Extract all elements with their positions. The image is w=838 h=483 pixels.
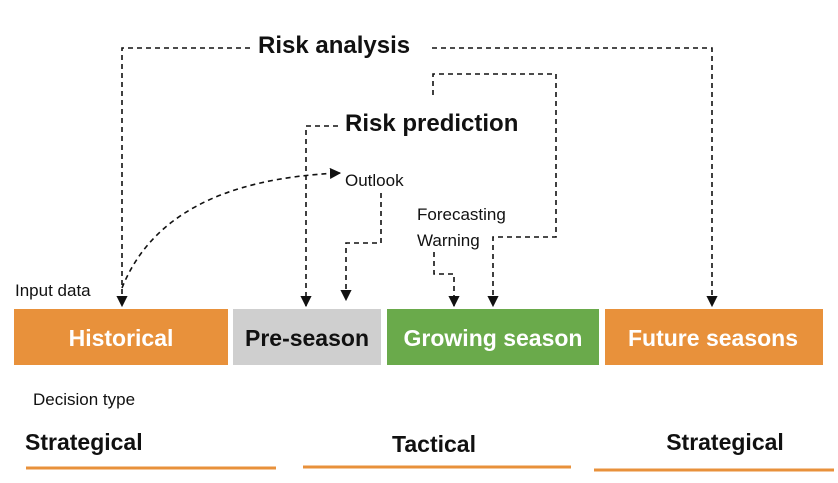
period-future-seasons: Future seasons [605,309,823,365]
period-historical: Historical [14,309,228,365]
warning-label: Warning [417,231,480,250]
period-pre-season: Pre-season [233,309,381,365]
input-data-label: Input data [15,281,91,300]
decision-label: Strategical [666,429,784,455]
warning-to-growing-connector [433,252,460,308]
period-box [14,309,228,365]
decision-label: Strategical [25,429,143,455]
period-label: Historical [69,325,174,351]
outlook-label: Outlook [345,171,404,190]
risk-prediction-label: Risk prediction [345,110,518,137]
period-box [605,309,823,365]
decision-strategical-right: Strategical [594,429,834,472]
period-growing-season: Growing season [387,309,599,365]
risk-analysis-connector-right [432,47,718,308]
period-label: Future seasons [628,325,798,351]
period-label: Pre-season [245,325,369,351]
forecasting-label: Forecasting [417,205,506,224]
decision-tactical: Tactical [303,431,571,469]
decision-label: Tactical [392,431,476,457]
decision-type-label: Decision type [33,390,135,409]
risk-prediction-connector-left [300,125,338,308]
period-box [387,309,599,365]
decision-strategical-left: Strategical [25,429,276,470]
risk-prediction-connector-right [432,73,557,308]
historical-to-outlook-connector [121,167,342,289]
risk-analysis-connector [116,47,250,308]
period-label: Growing season [404,325,583,351]
outlook-to-preseason-connector [340,193,382,302]
risk-analysis-label: Risk analysis [258,32,410,59]
period-box [233,309,381,365]
